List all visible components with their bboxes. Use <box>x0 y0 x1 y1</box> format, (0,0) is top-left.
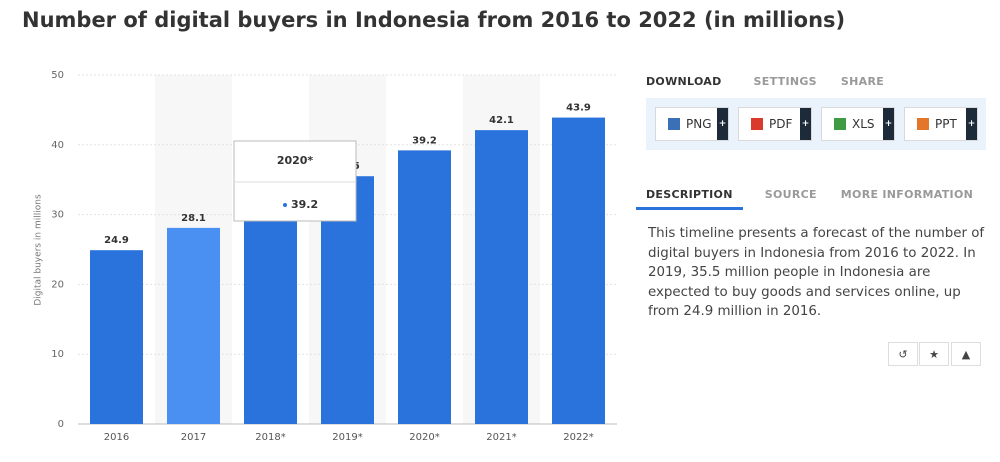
bar <box>475 130 528 424</box>
y-tick-label: 20 <box>51 279 64 290</box>
download-tabs: DOWNLOAD SETTINGS SHARE <box>646 75 886 94</box>
history-button[interactable]: ↺ <box>888 342 918 366</box>
tab[interactable]: DOWNLOAD <box>646 75 722 88</box>
tab[interactable]: DESCRIPTION <box>636 188 743 210</box>
bar <box>90 250 143 424</box>
value-label: 24.9 <box>104 235 129 246</box>
tooltip-dot <box>283 203 287 207</box>
value-label: 28.1 <box>181 213 206 224</box>
x-tick-label: 2021* <box>486 432 516 443</box>
button-label: XLS <box>852 117 875 131</box>
alert-button[interactable]: ▲ <box>951 342 981 366</box>
y-tick-label: 10 <box>51 349 64 360</box>
tooltip-title: 2020* <box>277 154 314 167</box>
y-tick-label: 40 <box>51 140 64 151</box>
x-tick-label: 2018* <box>255 432 285 443</box>
value-label: 39.2 <box>412 135 437 146</box>
download-button[interactable]: PNG + <box>655 107 729 141</box>
download-button[interactable]: PDF + <box>738 107 812 141</box>
x-tick-label: 2017 <box>181 432 206 443</box>
y-tick-label: 30 <box>51 210 64 221</box>
tab[interactable]: SOURCE <box>764 188 817 201</box>
x-tick-label: 2020* <box>409 432 439 443</box>
download-button[interactable]: PPT + <box>904 107 978 141</box>
y-tick-label: 50 <box>51 70 64 81</box>
y-tick-label: 0 <box>58 419 64 430</box>
download-button[interactable]: XLS + <box>821 107 895 141</box>
x-tick-label: 2019* <box>332 432 362 443</box>
chart: Digital buyers in millions 0 10 20 30 40 50 20… <box>34 70 617 443</box>
button-label: PDF <box>769 117 793 131</box>
tooltip-box <box>233 140 357 222</box>
value-label: 43.9 <box>566 103 591 114</box>
button-label: PPT <box>935 117 957 131</box>
y-axis-label: Digital buyers in millions <box>34 194 44 306</box>
bar <box>167 227 220 424</box>
tooltip-value: 39.2 <box>291 198 318 211</box>
x-tick-label: 2022* <box>563 432 593 443</box>
x-tick-label: 2016 <box>104 432 129 443</box>
description: This timeline presents a forecast of the… <box>648 226 985 319</box>
tab[interactable]: MORE INFORMATION <box>840 188 974 201</box>
bar <box>552 117 605 424</box>
value-label: 42.1 <box>489 115 514 126</box>
download-box: PNG + PDF + XLS + PPT + <box>646 98 986 150</box>
bar <box>398 150 451 424</box>
bar <box>244 203 297 424</box>
tab[interactable]: SETTINGS <box>753 75 817 88</box>
button-label: PNG <box>686 117 712 131</box>
tab[interactable]: SHARE <box>840 75 885 88</box>
favorite-button[interactable]: ★ <box>919 342 949 366</box>
info-tabs: DESCRIPTION SOURCE MORE INFORMATION <box>636 188 975 210</box>
page-title: Number of digital buyers in Indonesia fr… <box>22 8 846 32</box>
